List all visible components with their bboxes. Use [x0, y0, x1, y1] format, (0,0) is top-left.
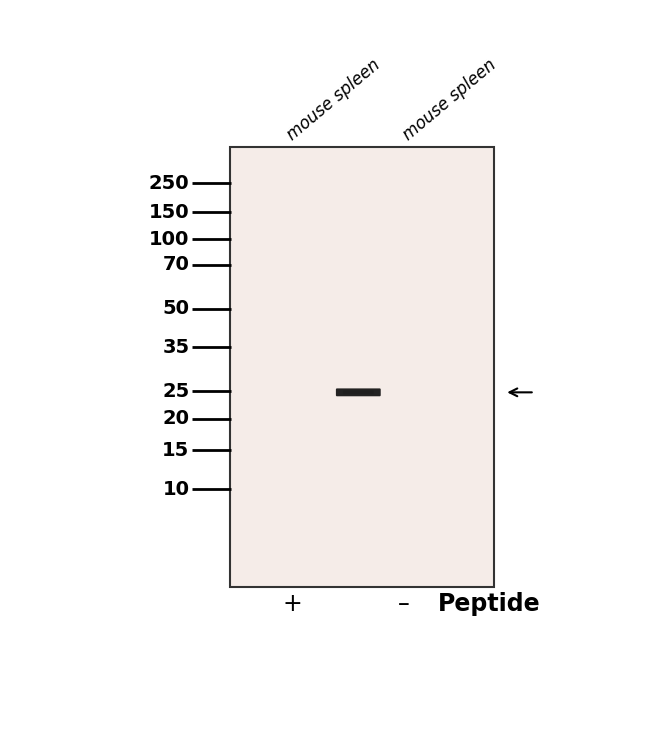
Text: +: + — [283, 591, 303, 616]
Text: 20: 20 — [162, 409, 190, 428]
Text: –: – — [398, 591, 410, 616]
Text: 50: 50 — [162, 299, 190, 318]
Text: 10: 10 — [162, 479, 190, 498]
Text: 70: 70 — [162, 255, 190, 274]
Text: 150: 150 — [149, 203, 190, 222]
Text: mouse spleen: mouse spleen — [400, 56, 500, 144]
Text: 250: 250 — [149, 173, 190, 193]
Text: Peptide: Peptide — [438, 591, 541, 616]
Text: 100: 100 — [150, 230, 190, 249]
Text: 25: 25 — [162, 381, 190, 400]
Text: 15: 15 — [162, 441, 190, 460]
Text: mouse spleen: mouse spleen — [284, 56, 384, 144]
FancyBboxPatch shape — [336, 389, 381, 396]
Bar — [230, 147, 494, 586]
Text: 35: 35 — [162, 337, 190, 356]
FancyBboxPatch shape — [343, 390, 374, 395]
